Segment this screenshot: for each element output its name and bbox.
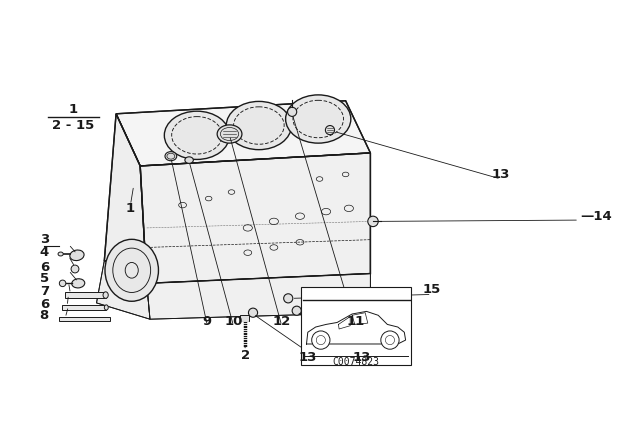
Text: 1: 1	[126, 202, 135, 215]
Ellipse shape	[72, 279, 84, 288]
Text: 15: 15	[422, 284, 441, 297]
Text: 2: 2	[241, 349, 250, 362]
Ellipse shape	[105, 239, 159, 301]
Text: 13: 13	[299, 350, 317, 363]
Text: 12: 12	[273, 314, 291, 327]
Circle shape	[368, 216, 378, 227]
Text: 4: 4	[40, 246, 49, 259]
Text: 2 - 15: 2 - 15	[52, 119, 94, 132]
Bar	[301, 287, 411, 365]
Text: 9: 9	[203, 314, 212, 327]
Circle shape	[292, 306, 301, 315]
Ellipse shape	[104, 305, 108, 310]
Ellipse shape	[185, 157, 193, 164]
Text: 3: 3	[40, 233, 49, 246]
Text: 10: 10	[224, 314, 243, 327]
Text: 13: 13	[353, 350, 371, 363]
Circle shape	[325, 125, 335, 135]
Text: 5: 5	[40, 272, 49, 285]
Polygon shape	[147, 274, 371, 319]
Text: 7: 7	[40, 285, 49, 298]
Text: 1: 1	[68, 103, 77, 116]
Ellipse shape	[227, 101, 291, 150]
Bar	[59, 317, 109, 321]
Bar	[62, 305, 106, 310]
Text: 13: 13	[492, 168, 510, 181]
Text: 11: 11	[346, 314, 365, 327]
Ellipse shape	[58, 252, 63, 256]
Ellipse shape	[164, 111, 230, 159]
Circle shape	[284, 294, 292, 303]
Circle shape	[312, 331, 330, 349]
Text: 6: 6	[40, 298, 49, 311]
Ellipse shape	[285, 95, 351, 143]
Text: 6: 6	[40, 261, 49, 274]
Ellipse shape	[103, 292, 108, 298]
Text: —14: —14	[580, 210, 612, 223]
Text: 8: 8	[40, 310, 49, 323]
Polygon shape	[97, 261, 150, 319]
Circle shape	[60, 280, 66, 287]
Ellipse shape	[70, 250, 84, 261]
Polygon shape	[104, 114, 147, 283]
Circle shape	[248, 308, 257, 317]
Polygon shape	[116, 101, 371, 166]
Bar	[65, 292, 106, 298]
Ellipse shape	[217, 125, 242, 143]
Circle shape	[381, 331, 399, 349]
Ellipse shape	[165, 151, 177, 161]
Bar	[240, 315, 249, 320]
Text: C0074823: C0074823	[333, 357, 380, 366]
Polygon shape	[140, 153, 371, 283]
Circle shape	[71, 265, 79, 273]
Circle shape	[287, 107, 297, 116]
